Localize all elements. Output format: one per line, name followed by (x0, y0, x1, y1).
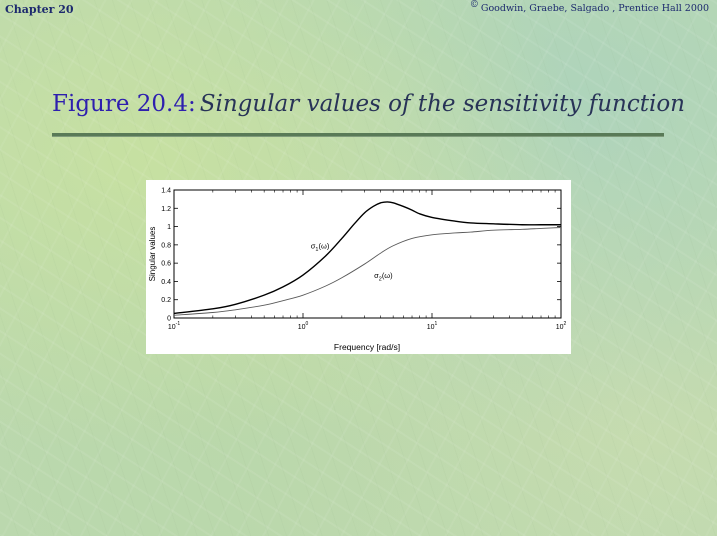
x-tick-base: 10 (556, 324, 564, 331)
figure-caption: Singular values of the sensitivity funct… (199, 91, 685, 117)
series-label-sigma1: σ1(ω) (311, 242, 330, 254)
series-label-part: σ (374, 271, 379, 280)
y-tick-label: 0.2 (161, 297, 171, 304)
x-tick-exponent: 1 (435, 321, 438, 327)
title-rule (52, 133, 664, 136)
series-label-part: 2 (379, 276, 382, 282)
chapter-label: Chapter 20 (5, 3, 74, 16)
copyright-text: Goodwin, Graebe, Salgado , Prentice Hall… (480, 3, 709, 14)
y-tick-label: 1 (167, 224, 171, 231)
x-tick-label: 100 (298, 321, 309, 331)
y-axis-label: Singular values (148, 227, 157, 282)
copyright-symbol: © (469, 0, 479, 10)
x-tick-label: 10-1 (168, 321, 180, 331)
x-tick-label: 101 (427, 321, 438, 331)
series-line-sigma1 (173, 201, 561, 315)
y-tick-label: 0 (167, 316, 171, 323)
x-tick-base: 10 (427, 324, 435, 331)
y-tick-label: 1.4 (161, 188, 171, 195)
chart-panel: 0 0.2 0.4 0.6 0.8 1 1.2 1.4 10-1 100 101 102 σ1(ω)… (146, 180, 571, 354)
y-tick-label: 0.6 (161, 261, 171, 268)
y-tick-label: 0.8 (161, 242, 171, 249)
series-label-part: σ (311, 242, 316, 251)
plot-frame (173, 189, 562, 319)
x-tick-label: 102 (556, 321, 567, 331)
x-tick-exponent: -1 (176, 321, 181, 327)
x-tick-exponent: 0 (306, 321, 309, 327)
figure-title: Figure 20.4: Singular values of the sensi… (52, 91, 685, 117)
series-label-sigma2: σ2(ω) (374, 271, 393, 283)
series-label-part: (ω) (318, 242, 329, 251)
y-tick-label: 0.4 (161, 279, 171, 286)
series-label-part: 1 (315, 247, 318, 253)
x-tick-exponent: 2 (564, 321, 567, 327)
x-axis-label: Frequency [rad/s] (334, 342, 400, 352)
series-label-part: (ω) (382, 271, 393, 280)
figure-label: Figure 20.4: (52, 91, 196, 117)
singular-values-chart: 00.20.40.60.811.21.4 10-1 100 101 102 σ1(ω)… (148, 188, 567, 353)
copyright-notice: © Goodwin, Graebe, Salgado , Prentice Hal… (469, 0, 709, 14)
x-tick-base: 10 (298, 324, 306, 331)
y-tick-label: 1.2 (161, 206, 171, 213)
series-line-sigma2 (173, 227, 562, 316)
x-tick-base: 10 (168, 324, 176, 331)
